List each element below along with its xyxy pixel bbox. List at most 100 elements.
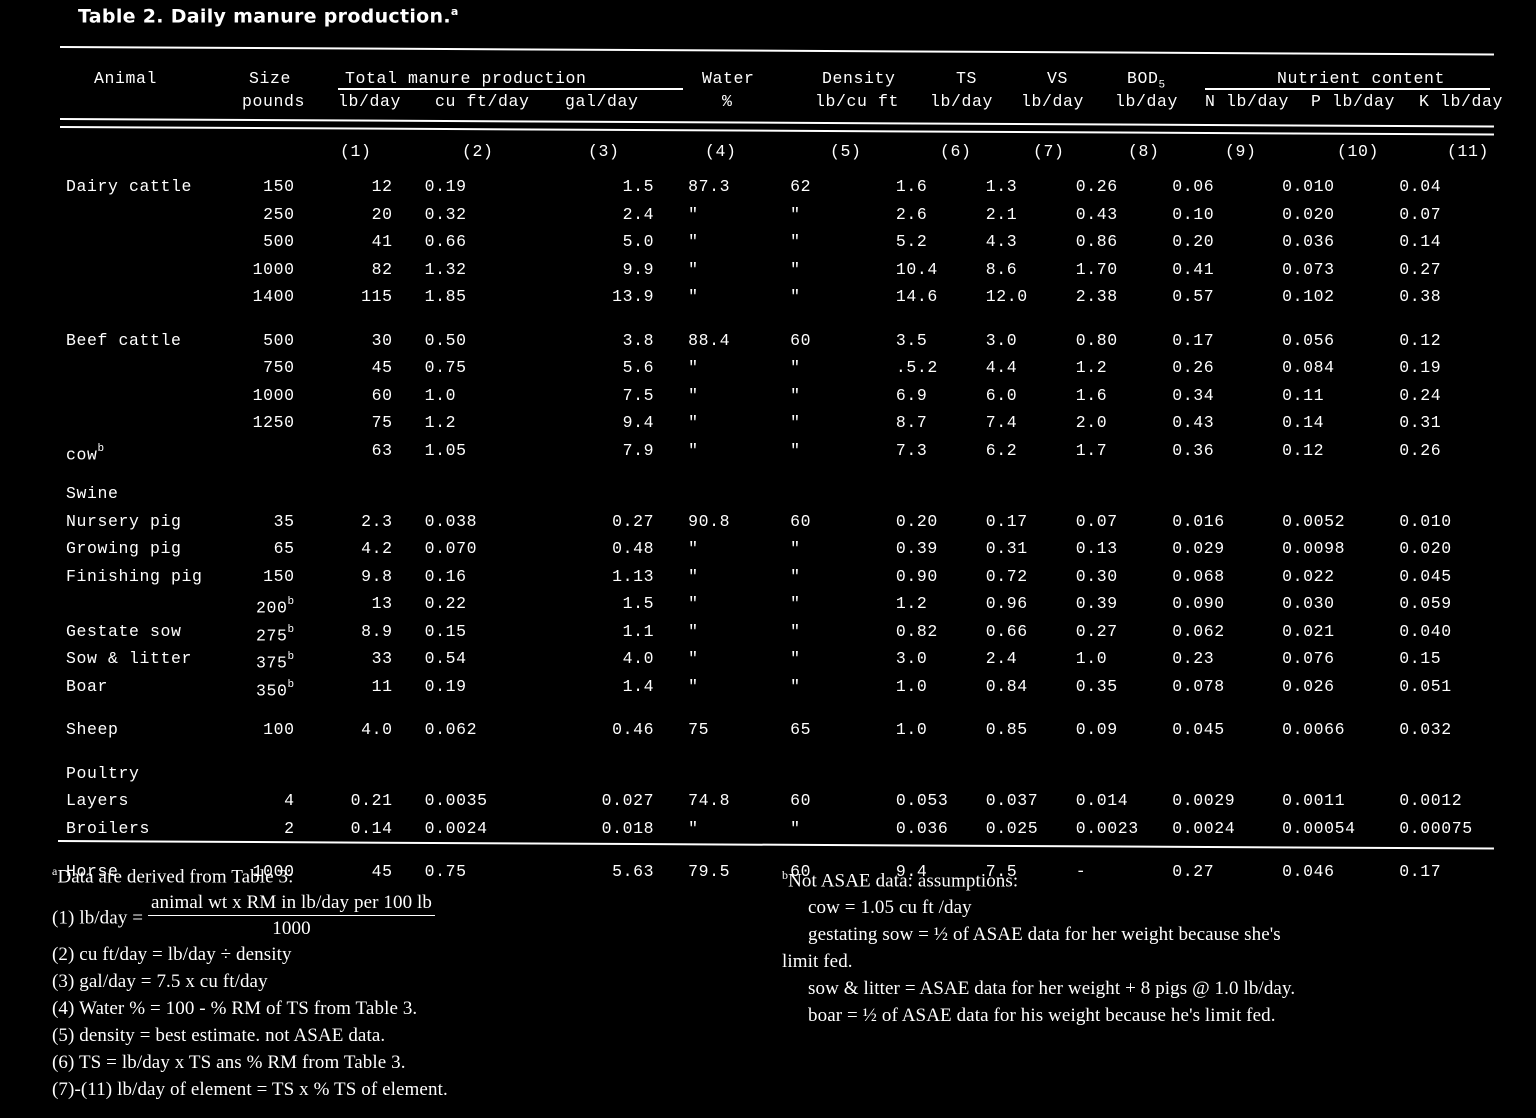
header-animal: Animal [94, 69, 158, 88]
cell-size: 500 [263, 330, 295, 350]
cell-animal: Beef cattle [66, 330, 182, 350]
cell-bod: 0.35 [1075, 676, 1118, 696]
cell-lb-day: 13 [371, 594, 393, 613]
cell-lb-day: 45 [371, 862, 393, 881]
cell-density: " [790, 440, 800, 460]
cell-water: " [688, 204, 699, 224]
footnote-formula-1-denominator: 1000 [272, 918, 311, 940]
cell-cu-ft: 0.038 [424, 511, 478, 531]
cell-n: 0.43 [1172, 413, 1215, 432]
cell-n: 0.06 [1172, 177, 1215, 196]
column-number-7: (7) [1033, 142, 1065, 161]
cell-k: 0.045 [1399, 566, 1452, 586]
cell-lb-day: 8.9 [361, 621, 393, 641]
cell-n: 0.045 [1172, 720, 1225, 739]
page-title-text: Table 2. Daily manure production. [78, 5, 451, 28]
cell-size: 1000 [252, 259, 295, 279]
cell-vs: 7.4 [985, 413, 1018, 432]
table-group-heading: Swine [62, 483, 1490, 511]
table-row-spacer [62, 703, 1490, 719]
cell-ts: 7.3 [895, 440, 928, 460]
cell-size: 65 [273, 539, 295, 558]
cell-density: " [790, 539, 800, 558]
header-size-2: pounds [242, 92, 306, 111]
header-ts-1: TS [956, 69, 978, 88]
footnote-b-cow: cow = 1.05 cu ft /day [782, 894, 1482, 921]
header-lb-day: lb/day [338, 92, 402, 111]
cell-p: 0.0066 [1282, 720, 1346, 739]
cell-lb-day: 41 [371, 232, 393, 251]
cell-n: 0.23 [1172, 649, 1215, 668]
cell-n: 0.57 [1172, 287, 1215, 306]
cell-n: 0.34 [1172, 385, 1215, 405]
cell-ts: 9.4 [895, 862, 928, 881]
cell-water: " [688, 413, 699, 432]
cell-gal-day: 1.13 [612, 566, 655, 586]
cell-n: 0.016 [1172, 511, 1225, 531]
column-number-1: (1) [340, 142, 372, 161]
header-density-1: Density [822, 69, 896, 88]
header-density-2: lb/cu ft [815, 92, 900, 111]
cell-water: " [688, 259, 699, 279]
cell-animal: Nursery pig [66, 511, 182, 531]
cell-lb-day: 4.0 [361, 720, 393, 739]
cell-k: 0.051 [1399, 676, 1452, 696]
cell-size: 150 [263, 566, 295, 586]
footnote-b-marker: b [782, 868, 789, 882]
cell-bod: 2.0 [1075, 413, 1108, 432]
cell-cu-ft: 1.85 [424, 287, 467, 306]
footnote-formula-7: (7)-(11) lb/day of element = TS x % TS o… [52, 1079, 448, 1101]
cell-cu-ft: 0.75 [424, 358, 467, 377]
cell-water: 74.8 [688, 791, 731, 810]
cell-density: " [790, 385, 800, 405]
cell-gal-day: 5.63 [612, 862, 655, 881]
footnote-ref-b: b [97, 442, 105, 455]
table-row: Nursery pig 35 2.3 0.038 0.27 90.8 60 0.20 0.17 0… [62, 511, 1490, 539]
cell-water: " [688, 566, 699, 586]
footnote-formula-1-label: (1) [52, 907, 75, 929]
cell-vs: 6.2 [985, 440, 1018, 460]
cell-lb-day: 115 [361, 287, 393, 306]
cell-k: 0.04 [1399, 177, 1442, 196]
cell-water: " [688, 621, 699, 641]
cell-water: " [688, 539, 699, 558]
cell-density: " [790, 594, 800, 613]
header-gal-day: gal/day [565, 92, 639, 111]
footnote-b-gestating-sow: gestating sow = ½ of ASAE data for her w… [782, 921, 1482, 948]
cell-water: " [688, 358, 699, 377]
cell-bod: 1.0 [1075, 649, 1108, 668]
cell-vs: 0.96 [985, 594, 1028, 613]
cell-bod: 1.70 [1075, 259, 1118, 279]
cell-cu-ft: 1.0 [424, 385, 457, 405]
cell-gal-day: 5.6 [622, 358, 655, 377]
table-group-heading: Poultry [62, 763, 1490, 791]
table-row-spacer [62, 314, 1490, 330]
cell-k: 0.14 [1399, 232, 1442, 251]
header-water-2: % [722, 92, 733, 111]
header-bod-2: lb/day [1115, 92, 1179, 111]
cell-p: 0.073 [1282, 259, 1335, 279]
cell-size: 150 [263, 177, 295, 196]
cell-k: 0.19 [1399, 358, 1442, 377]
cell-bod: 1.7 [1075, 440, 1108, 460]
cell-ts: 5.2 [895, 232, 928, 251]
cell-size: 1000 [252, 862, 295, 881]
cell-gal-day: 2.4 [622, 204, 655, 224]
cell-vs: 3.0 [985, 330, 1018, 350]
header-bod-subscript: 5 [1158, 79, 1166, 92]
footnote-formula-5: (5) density = best estimate. not ASAE da… [52, 1025, 386, 1047]
cell-lb-day: 30 [371, 330, 393, 350]
cell-bod: 0.26 [1075, 177, 1118, 196]
header-group-manure: Total manure production [345, 69, 587, 88]
cell-p: 0.010 [1282, 177, 1335, 196]
cell-vs: 8.6 [985, 259, 1018, 279]
cell-ts: 14.6 [895, 287, 938, 306]
cell-p: 0.076 [1282, 649, 1335, 668]
cell-n: 0.41 [1172, 259, 1215, 279]
table-row: 250 20 0.32 2.4 " " 2.6 2.1 0.43 0.10 0.020 0.07 [62, 204, 1490, 232]
cell-ts: 0.82 [895, 621, 938, 641]
cell-k: 0.00075 [1399, 818, 1473, 838]
footnote-ref-b: b [287, 596, 295, 608]
cell-bod: 1.6 [1075, 385, 1108, 405]
cell-p: 0.00054 [1282, 818, 1356, 838]
